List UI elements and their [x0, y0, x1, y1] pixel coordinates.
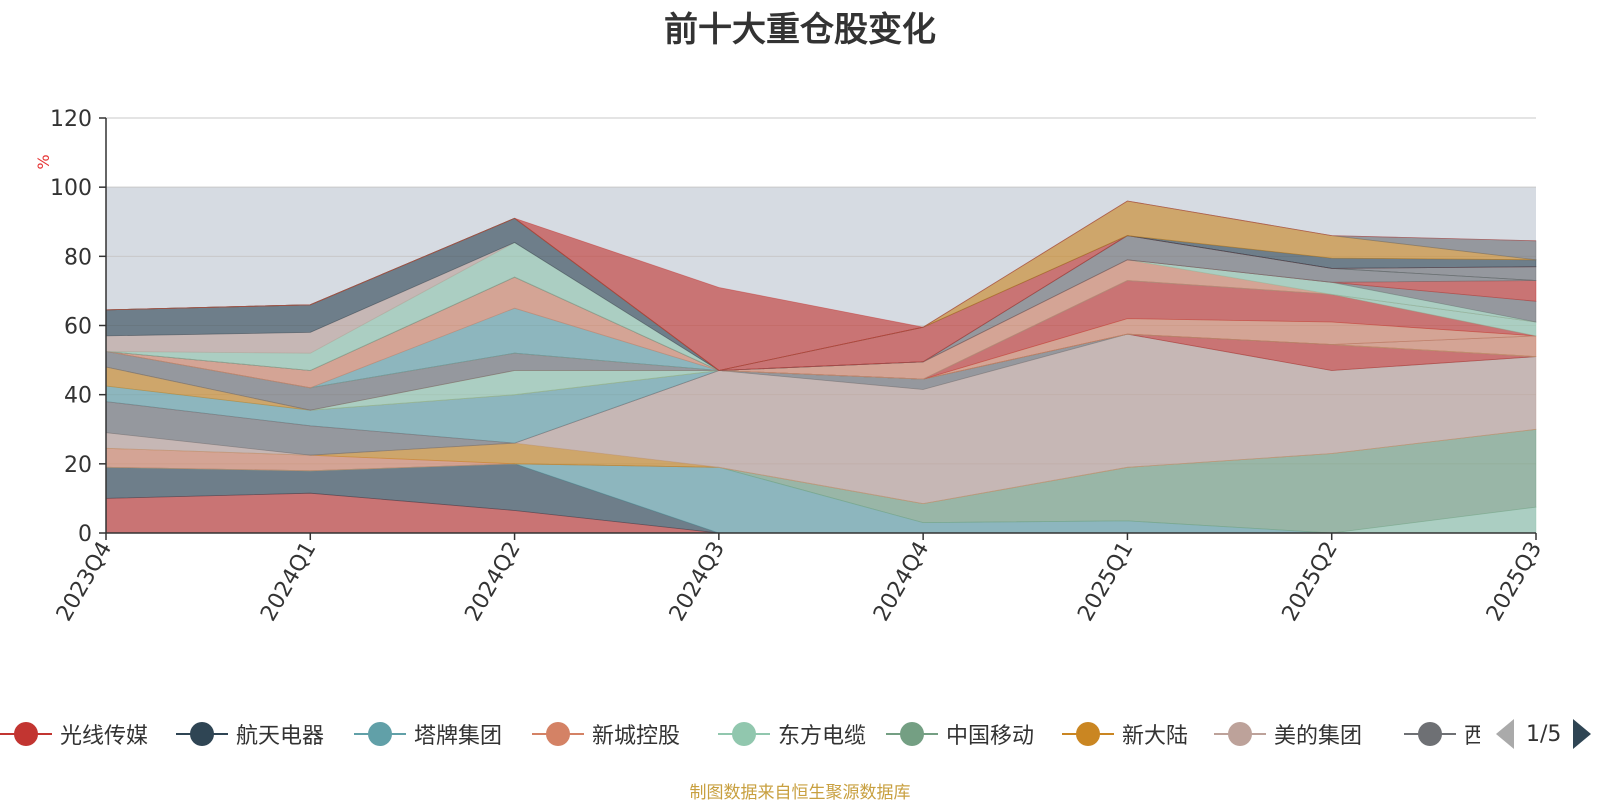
legend-label: 新大陆: [1122, 724, 1189, 749]
legend-pager: 1/5: [1496, 716, 1600, 752]
area-series-32: [105, 200, 1537, 371]
legend-marker-icon: [1062, 716, 1114, 752]
stacked-areas: [105, 200, 1537, 534]
legend-next-page-icon[interactable]: [1573, 719, 1592, 749]
y-tick-label: 40: [64, 384, 92, 409]
legend-item[interactable]: 中国移动: [886, 716, 1034, 752]
legend-label: 航天电器: [236, 724, 325, 749]
legend-marker-icon: [886, 716, 938, 752]
x-tick-label: 2024Q2: [460, 538, 525, 626]
legend-prev-page-icon[interactable]: [1496, 719, 1514, 749]
legend: 光线传媒 航天电器 塔牌集团 新城控股 东方电缆 中国移动 新大陆 美的集团 西部矿业: [0, 716, 1480, 752]
y-tick-label: 60: [64, 315, 92, 340]
y-tick-label: 120: [50, 107, 92, 132]
legend-item[interactable]: 新大陆: [1062, 716, 1188, 752]
x-tick-label: 2025Q3: [1482, 538, 1547, 626]
legend-marker-icon: [1404, 716, 1456, 752]
legend-label: 美的集团: [1274, 724, 1363, 749]
source-note: 制图数据来自恒生聚源数据库: [689, 783, 911, 803]
y-tick-label: 100: [50, 176, 92, 201]
y-tick-label: 0: [78, 522, 92, 547]
legend-item[interactable]: 航天电器: [176, 716, 324, 752]
legend-label: 光线传媒: [60, 724, 149, 749]
x-tick-label: 2024Q3: [665, 538, 730, 626]
legend-item[interactable]: 西部矿业: [1404, 716, 1480, 752]
legend-item[interactable]: 塔牌集团: [354, 716, 502, 752]
legend-label: 东方电缆: [778, 724, 867, 749]
legend-item[interactable]: 光线传媒: [0, 716, 148, 752]
legend-marker-icon: [354, 716, 406, 752]
legend-label: 西部矿业: [1464, 724, 1480, 749]
legend-marker-icon: [1214, 716, 1266, 752]
x-tick-label: 2025Q1: [1073, 538, 1138, 626]
x-tick-label: 2024Q1: [256, 538, 321, 626]
legend-label: 中国移动: [946, 724, 1035, 749]
legend-page-indicator: 1/5: [1526, 721, 1562, 747]
y-axis-unit-label: %: [34, 154, 53, 169]
legend-item[interactable]: 新城控股: [532, 716, 680, 752]
x-tick-label: 2023Q4: [52, 538, 117, 626]
legend-label: 新城控股: [592, 724, 681, 749]
y-tick-label: 20: [64, 453, 92, 478]
legend-item[interactable]: 东方电缆: [718, 716, 866, 752]
legend-marker-icon: [718, 716, 770, 752]
legend-marker-icon: [0, 716, 52, 752]
x-tick-label: 2025Q2: [1278, 538, 1343, 626]
chart-title: 前十大重仓股变化: [664, 10, 936, 50]
legend-marker-icon: [176, 716, 228, 752]
legend-item[interactable]: 美的集团: [1214, 716, 1362, 752]
legend-label: 塔牌集团: [414, 724, 503, 749]
x-tick-label: 2024Q4: [869, 538, 934, 626]
y-tick-label: 80: [64, 245, 92, 270]
legend-marker-icon: [532, 716, 584, 752]
